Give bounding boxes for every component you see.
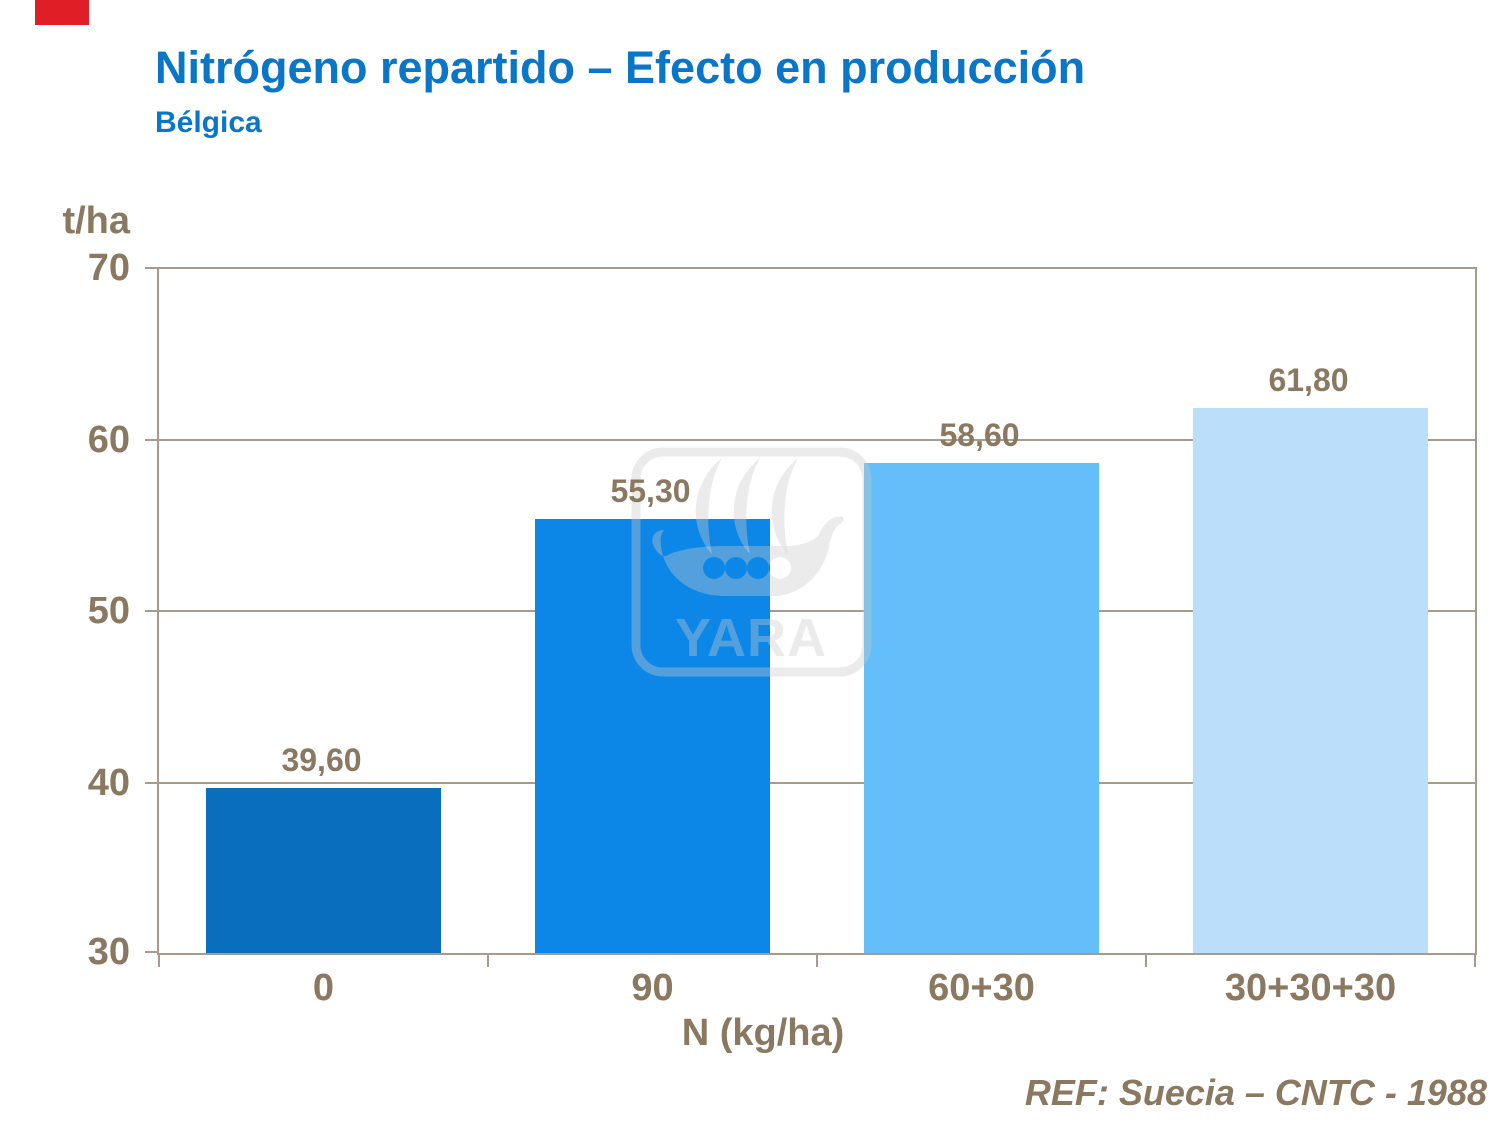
bar-30+30+30: [1193, 407, 1428, 953]
x-tick: [158, 953, 160, 967]
slide-corner-mark: [35, 0, 89, 25]
bar-60+30: [864, 462, 1099, 953]
value-label-0: 39,60: [281, 742, 362, 779]
y-tick-70: [145, 267, 158, 269]
gridline-60: [159, 438, 1475, 441]
chart-subtitle: Bélgica: [155, 106, 262, 139]
bar-90: [535, 519, 770, 953]
plot-area: 70 60 50 40 30 0 90 60+30 30+30+30: [88, 247, 1477, 1009]
x-tick: [1145, 953, 1147, 967]
x-tick: [1474, 953, 1476, 967]
x-axis-label-30+30+30: 30+30+30: [1224, 967, 1397, 1009]
x-axis-title: N (kg/ha): [681, 1012, 845, 1054]
value-label-60+30: 58,60: [939, 416, 1020, 453]
y-tick-50: [145, 610, 158, 612]
y-axis-label-70: 70: [87, 247, 130, 289]
x-axis-label-60+30: 60+30: [928, 967, 1035, 1009]
x-axis-label-0: 0: [312, 967, 335, 1009]
value-label-90: 55,30: [610, 473, 691, 510]
reference-text: REF: Suecia – CNTC - 1988: [1024, 1072, 1487, 1113]
x-axis-label-90: 90: [631, 967, 674, 1009]
y-axis-label-50: 50: [87, 590, 130, 632]
gridline-50: [159, 610, 1475, 612]
y-tick-40: [145, 781, 158, 784]
bar-0: [206, 788, 441, 953]
x-tick: [487, 953, 489, 967]
y-axis-label-30: 30: [87, 931, 130, 973]
y-tick-60: [145, 438, 158, 441]
y-tick-30: [145, 951, 158, 953]
gridline-40: [159, 781, 1475, 784]
y-axis-unit-label: t/ha: [62, 200, 130, 242]
y-axis-label-40: 40: [87, 761, 130, 804]
gridline-70: [159, 267, 1475, 269]
x-tick: [816, 953, 818, 967]
y-axis-label-60: 60: [87, 418, 130, 461]
value-label-30+30+30: 61,80: [1268, 361, 1349, 398]
chart-title: Nitrógeno repartido – Efecto en producci…: [155, 42, 1086, 93]
